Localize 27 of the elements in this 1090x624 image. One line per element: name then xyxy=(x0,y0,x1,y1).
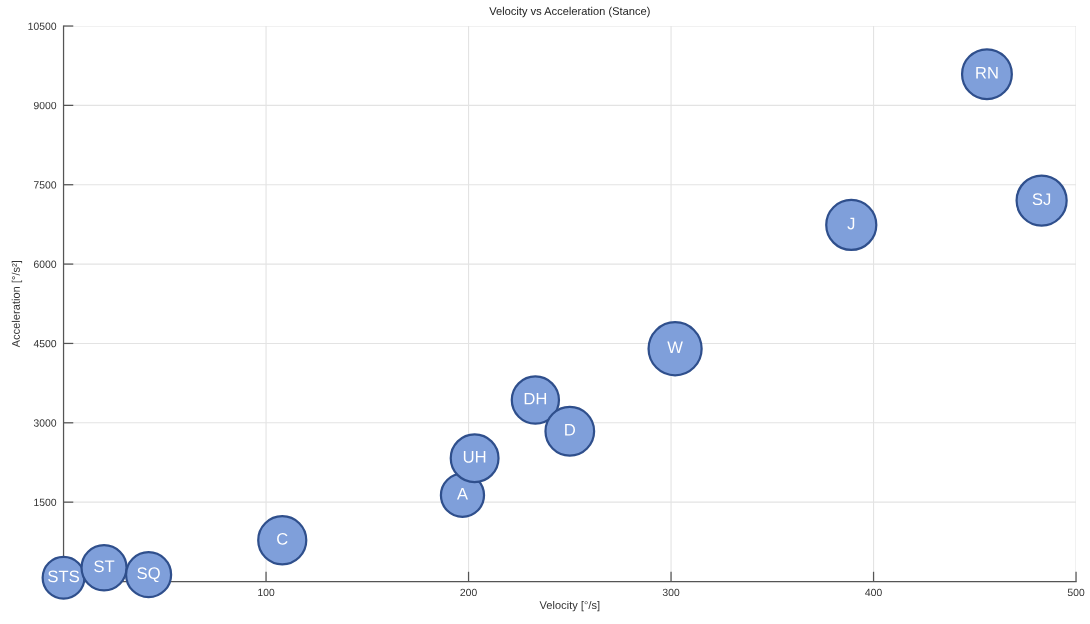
y-tick-label: 4500 xyxy=(33,339,57,348)
annotation: A xyxy=(456,488,468,500)
x-tick-label: 100 xyxy=(258,588,275,597)
x-tick-label: 200 xyxy=(460,588,477,597)
annotation: J xyxy=(847,217,855,230)
y-tick-label: 3000 xyxy=(33,419,57,427)
annotation: RN xyxy=(976,67,998,79)
annotation: D xyxy=(565,424,576,436)
x-tick-label: 400 xyxy=(865,588,882,597)
y-axis-title: Acceleration [°/s²] xyxy=(11,260,23,348)
x-tick-label: 300 xyxy=(662,588,680,597)
y-tick-label: 7500 xyxy=(33,181,57,189)
annotation: W xyxy=(667,341,683,354)
annotation: SQ xyxy=(137,567,160,583)
x-tick-label: 500 xyxy=(1067,588,1085,597)
y-tick-label: 9000 xyxy=(33,101,57,110)
annotation: SJ xyxy=(1032,193,1051,206)
y-tick-label: 1500 xyxy=(34,498,57,507)
annotation: UH xyxy=(463,451,486,463)
annotation: STS xyxy=(48,570,79,583)
y-tick-label: 10500 xyxy=(28,22,57,30)
y-tick-label: 6000 xyxy=(33,260,57,268)
x-axis-title: Velocity [°/s] xyxy=(539,600,600,612)
annotation: ST xyxy=(94,560,115,573)
annotation: DH xyxy=(524,392,547,405)
chart-title: Velocity vs Acceleration (Stance) xyxy=(489,6,650,18)
annotation: C xyxy=(277,532,288,545)
